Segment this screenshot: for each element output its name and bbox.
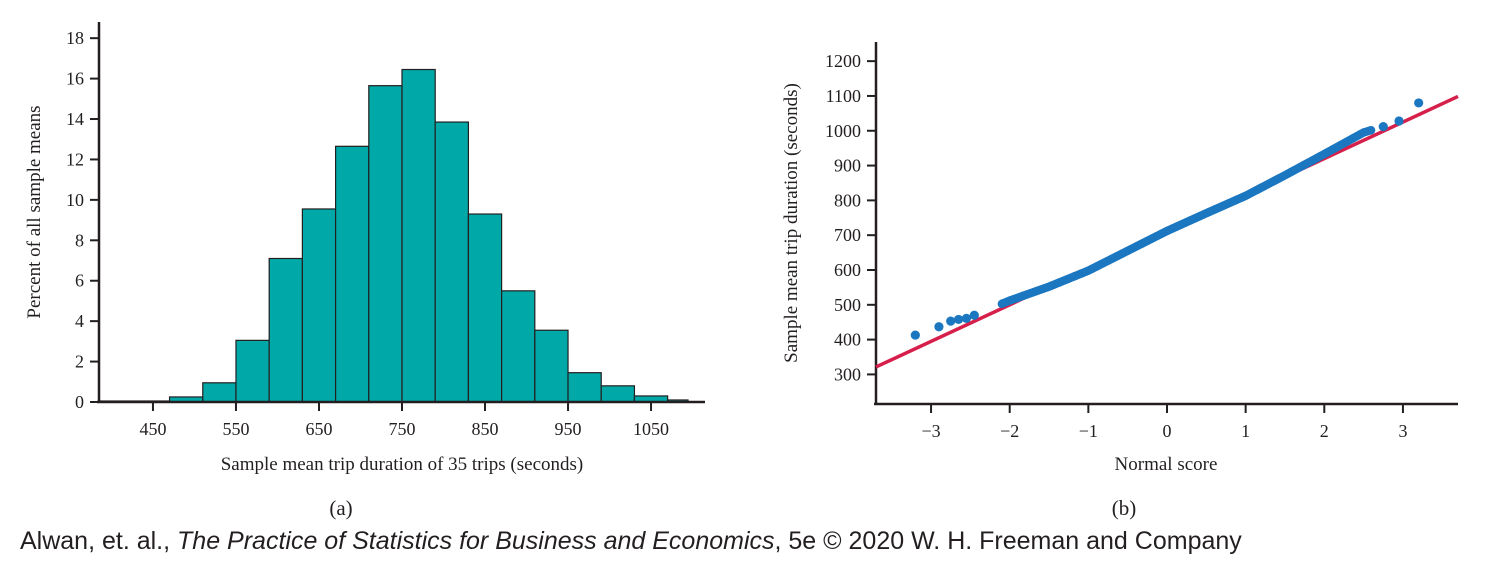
histogram-y-tick-label: 8	[75, 230, 84, 250]
caption-book-title: The Practice of Statistics for Business …	[177, 527, 775, 555]
quantile-x-tick-label: −3	[921, 421, 940, 441]
quantile-point	[946, 316, 956, 326]
histogram-bar-12	[534, 329, 569, 403]
quantile-y-ticks: 300 400 500 600 700 800 900 1000 1100 1200	[825, 51, 876, 384]
histogram-y-tick-label: 2	[75, 352, 84, 372]
histogram-y-ticks: 0 2 4 6 8 10 12 14 16 18	[66, 28, 99, 412]
histogram-x-tick-label: 1050	[633, 419, 669, 439]
histogram-bar-11	[501, 290, 536, 403]
histogram-y-tick-label: 0	[75, 392, 84, 412]
histogram-y-tick-label: 14	[66, 109, 84, 129]
quantile-y-tick-label: 400	[834, 330, 861, 350]
quantile-y-tick-label: 1100	[826, 86, 861, 106]
quantile-x-axis-title: Normal score	[1115, 454, 1218, 475]
histogram-bar-8	[401, 68, 436, 403]
quantile-panel-label: (b)	[1112, 496, 1137, 520]
quantile-x-tick-label: −2	[1000, 421, 1019, 441]
quantile-y-tick-label: 300	[834, 364, 861, 384]
quantile-y-tick-label: 1000	[825, 121, 861, 141]
quantile-point	[910, 330, 920, 340]
quantile-y-axis-title: Sample mean trip duration (seconds)	[781, 83, 802, 363]
caption-suffix: , 5e © 2020 W. H. Freeman and Company	[774, 527, 1242, 555]
quantile-y-tick-label: 700	[834, 225, 861, 245]
histogram-y-tick-label: 4	[75, 311, 84, 331]
histogram-bar-2	[202, 382, 237, 403]
quantile-x-ticks: −3 −2 −1 0 1 2 3	[921, 404, 1407, 441]
quantile-point	[969, 310, 979, 320]
histogram-bar-6	[334, 145, 370, 403]
quantile-y-tick-label: 600	[834, 260, 861, 280]
quantile-y-tick-label: 900	[834, 156, 861, 176]
histogram-y-axis-title: Percent of all sample means	[24, 105, 45, 318]
quantile-point	[961, 313, 972, 323]
histogram-bar-4	[268, 257, 303, 403]
quantile-point	[1378, 121, 1388, 132]
histogram-x-tick-label: 750	[389, 419, 416, 439]
quantile-x-tick-label: 3	[1398, 421, 1407, 441]
quantile-y-tick-label: 1200	[825, 51, 861, 71]
histogram-y-tick-label: 18	[66, 28, 84, 48]
histogram-bars	[98, 68, 689, 403]
histogram-x-tick-label: 450	[139, 419, 166, 439]
histogram-bar-7	[368, 85, 403, 403]
histogram-y-tick-label: 16	[66, 69, 84, 89]
histogram-x-tick-label: 950	[555, 419, 582, 439]
quantile-point	[1366, 126, 1376, 135]
quantile-point	[953, 314, 964, 325]
histogram-bar-10	[467, 213, 503, 403]
histogram-y-tick-label: 10	[66, 190, 84, 210]
histogram-y-tick-label: 6	[75, 271, 84, 291]
quantile-point	[1394, 116, 1404, 126]
quantile-x-tick-label: 2	[1320, 421, 1329, 441]
histogram-x-tick-label: 550	[222, 419, 249, 439]
quantile-x-tick-label: −1	[1079, 421, 1098, 441]
quantile-point	[1414, 98, 1424, 108]
histogram-bar-5	[301, 208, 337, 403]
histogram-panel-label: (a)	[329, 496, 352, 520]
quantile-x-tick-label: 1	[1241, 421, 1250, 441]
quantile-points	[910, 98, 1424, 340]
quantile-point	[934, 322, 944, 332]
quantile-y-tick-label: 500	[834, 295, 861, 315]
histogram-bar-3	[235, 339, 270, 403]
histogram-x-tick-label: 850	[472, 419, 499, 439]
histogram-bar-14	[600, 385, 636, 403]
histogram-bar-13	[567, 372, 602, 403]
normal-quantile-panel: 300 400 500 600 700 800 900 1000 1100 1200 −3 −2 −1…	[781, 42, 1459, 520]
figure-caption: Alwan, et. al., The Practice of Statisti…	[20, 527, 1242, 556]
histogram-y-tick-label: 12	[66, 149, 84, 169]
histogram-panel: 0 2 4 6 8 10 12 14 16 18 450 550 650 750 850 950 1050 S…	[24, 22, 705, 520]
quantile-x-tick-label: 0	[1163, 421, 1172, 441]
quantile-y-tick-label: 800	[834, 190, 861, 210]
histogram-bar-9	[434, 121, 470, 403]
histogram-x-ticks: 450 550 650 750 850 950 1050	[139, 402, 669, 439]
histogram-x-axis-title: Sample mean trip duration of 35 trips (s…	[221, 454, 584, 475]
caption-prefix: Alwan, et. al.,	[20, 527, 178, 555]
histogram-x-tick-label: 650	[305, 419, 332, 439]
